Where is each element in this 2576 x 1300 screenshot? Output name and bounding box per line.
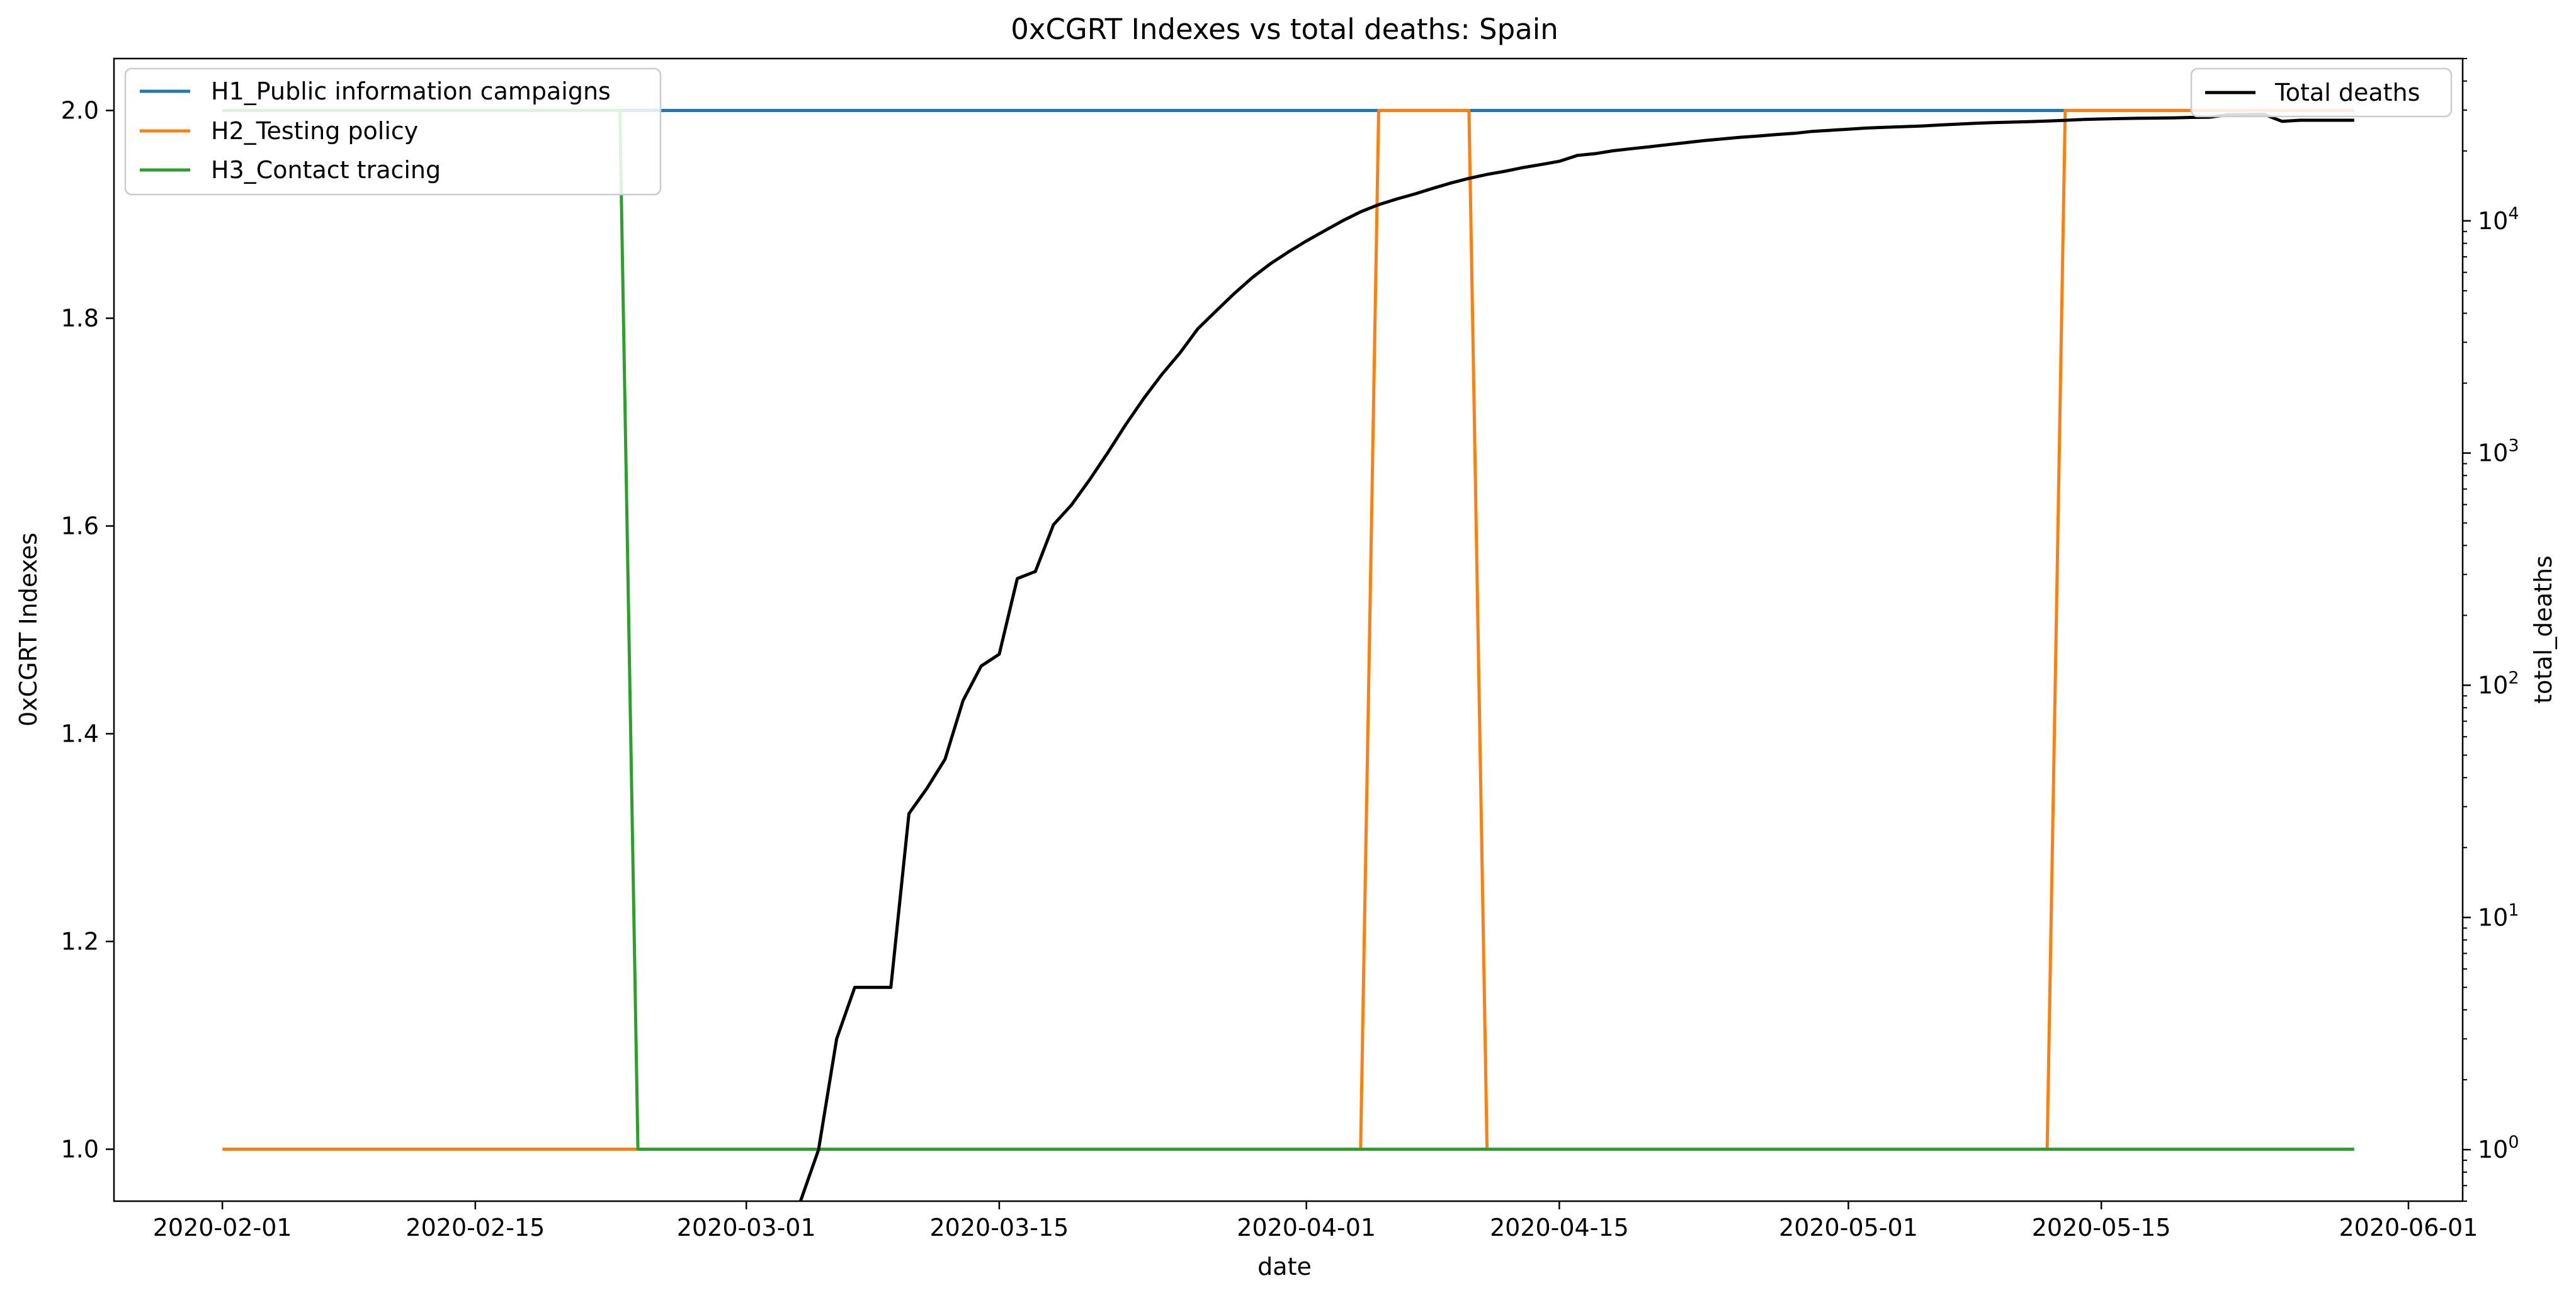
y2-tick-label: 100 (2478, 1133, 2519, 1163)
legend-label-total-deaths: Total deaths (2274, 79, 2420, 106)
y-axis-ticks: 1.0 1.2 1.4 1.6 1.8 2.0 (61, 97, 114, 1163)
legend-right-box (2190, 67, 2453, 118)
legend-left: H1_Public information campaigns H2_Testi… (124, 67, 662, 196)
y-tick-label: 1.4 (61, 720, 99, 748)
y-tick-label: 1.6 (61, 512, 99, 540)
x-tick-label: 2020-02-01 (153, 1214, 292, 1241)
x-tick-label: 2020-02-15 (406, 1214, 545, 1241)
x-tick-label: 2020-04-15 (1490, 1214, 1629, 1241)
y-tick-label: 1.8 (61, 305, 99, 332)
x-tick-label: 2020-05-15 (2032, 1214, 2171, 1241)
legend-label-h3: H3_Contact tracing (211, 156, 441, 184)
y2-tick-label: 101 (2478, 900, 2519, 931)
y-tick-label: 2.0 (61, 97, 99, 125)
y2-axis-label: total_deaths (2529, 555, 2557, 703)
x-tick-label: 2020-05-01 (1779, 1214, 1918, 1241)
y2-tick-label: 104 (2478, 204, 2519, 235)
y2-tick-label: 103 (2478, 436, 2519, 467)
x-tick-label: 2020-04-01 (1237, 1214, 1376, 1241)
chart-title: 0xCGRT Indexes vs total deaths: Spain (1011, 13, 1558, 46)
y2-axis-ticks: 100 101 102 103 104 (2463, 58, 2519, 1202)
y2-tick-label: 102 (2478, 668, 2519, 699)
legend-label-h2: H2_Testing policy (211, 117, 418, 145)
x-axis-ticks: 2020-02-01 2020-02-15 2020-03-01 2020-03-15… (153, 1201, 2478, 1241)
legend-left-box (124, 67, 662, 196)
y-tick-label: 1.2 (61, 928, 99, 956)
x-tick-label: 2020-06-01 (2339, 1214, 2478, 1241)
series-line-2 (222, 109, 2354, 1151)
y-axis-label: 0xCGRT Indexes (14, 533, 42, 726)
plot-frame (113, 57, 2464, 1202)
legend-right: Total deaths (2190, 67, 2453, 118)
series-line-4 (798, 113, 2354, 1201)
legend-label-h1: H1_Public information campaigns (211, 77, 611, 105)
x-axis-label: date (1257, 1253, 1312, 1280)
y-tick-label: 1.0 (61, 1136, 99, 1163)
x-tick-label: 2020-03-15 (930, 1214, 1069, 1241)
x-tick-label: 2020-03-01 (677, 1214, 816, 1241)
